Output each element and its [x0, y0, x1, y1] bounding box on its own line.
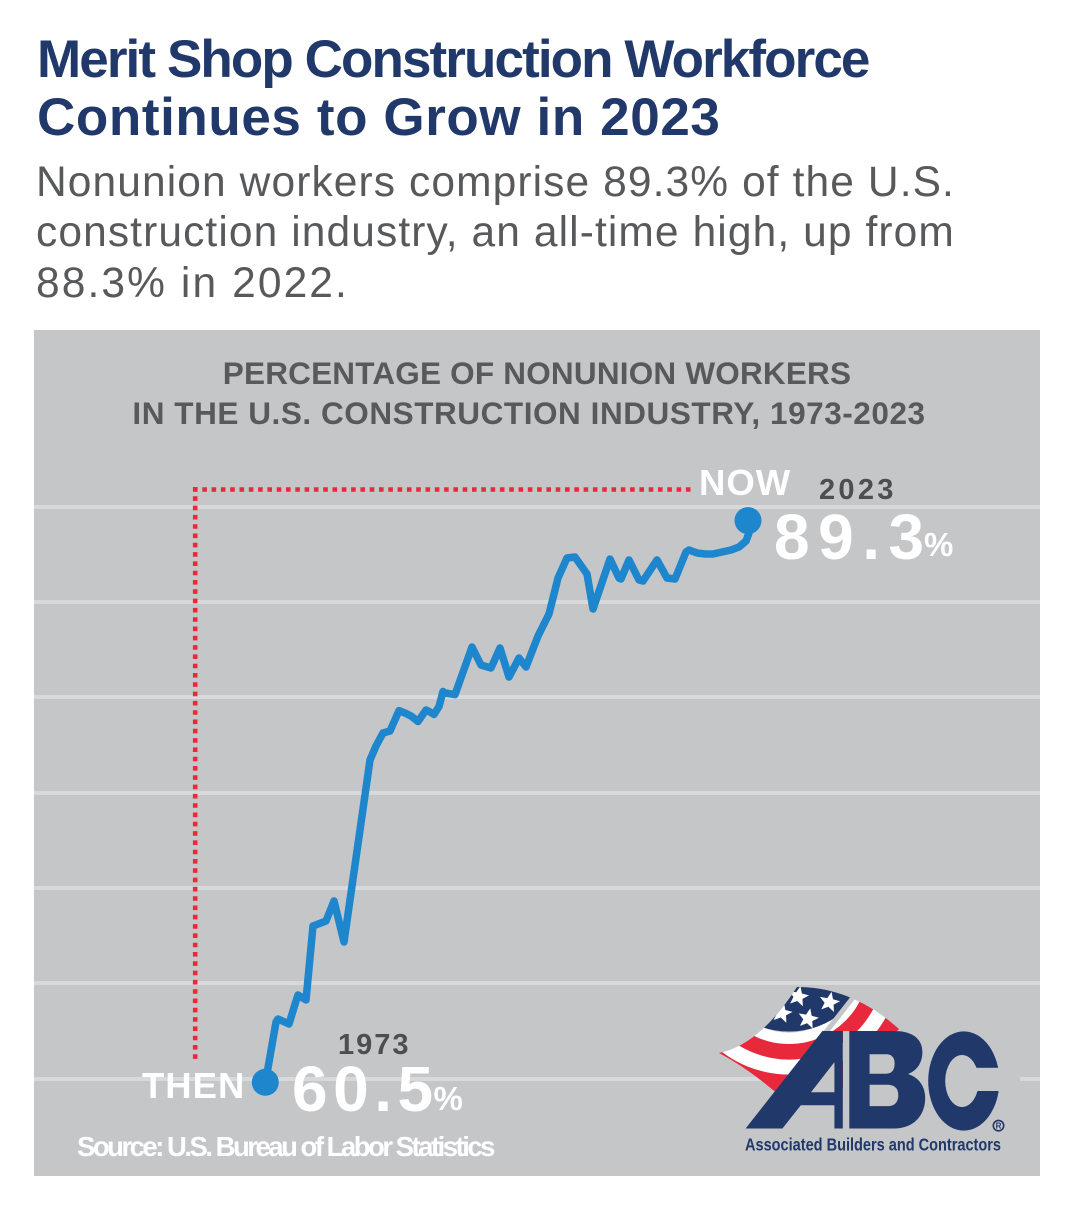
- svg-text:Associated Builders and Contra: Associated Builders and Contractors: [745, 1135, 1001, 1155]
- svg-text:R: R: [996, 1122, 1002, 1131]
